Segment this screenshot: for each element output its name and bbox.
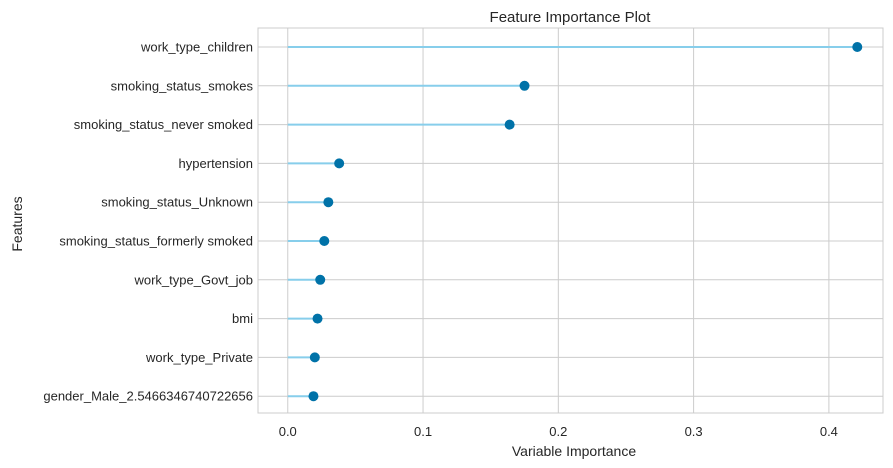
importance-marker	[323, 197, 334, 208]
y-tick-label: smoking_status_never smoked	[74, 117, 253, 132]
y-tick-label: smoking_status_Unknown	[101, 195, 253, 210]
x-tick-labels: 0.0 0.1 0.2 0.3 0.4	[279, 424, 838, 439]
x-tick-label: 0.3	[685, 424, 703, 439]
importance-marker	[519, 80, 530, 91]
x-tick-label: 0.0	[279, 424, 297, 439]
importance-marker	[312, 313, 323, 324]
x-axis-title: Variable Importance	[512, 443, 636, 459]
x-tick-label: 0.2	[549, 424, 567, 439]
importance-marker	[852, 42, 863, 52]
y-tick-label: work_type_Private	[145, 350, 253, 365]
markers	[308, 42, 863, 402]
y-tick-label: hypertension	[179, 156, 253, 171]
plot-frame	[257, 27, 884, 414]
y-tick-label: gender_Male_2.5466346740722656	[43, 389, 253, 404]
importance-marker	[309, 352, 320, 363]
y-tick-label: work_type_children	[140, 40, 253, 55]
y-axis-title: Features	[9, 196, 25, 251]
x-tick-label: 0.1	[414, 424, 432, 439]
y-tick-label: smoking_status_formerly smoked	[59, 234, 253, 249]
importance-marker	[319, 236, 330, 246]
importance-marker	[504, 119, 515, 130]
importance-marker	[334, 158, 345, 169]
y-tick-label: smoking_status_smokes	[111, 78, 254, 93]
plot-background	[258, 28, 883, 413]
x-tick-label: 0.4	[820, 424, 838, 439]
importance-marker	[315, 274, 326, 285]
importance-marker	[308, 391, 319, 402]
stems	[287, 46, 858, 398]
chart-title: Feature Importance Plot	[490, 9, 652, 26]
y-tick-label: bmi	[232, 311, 253, 326]
y-tick-label: work_type_Govt_job	[133, 272, 253, 287]
y-tick-labels: work_type_children smoking_status_smokess…	[43, 40, 253, 404]
